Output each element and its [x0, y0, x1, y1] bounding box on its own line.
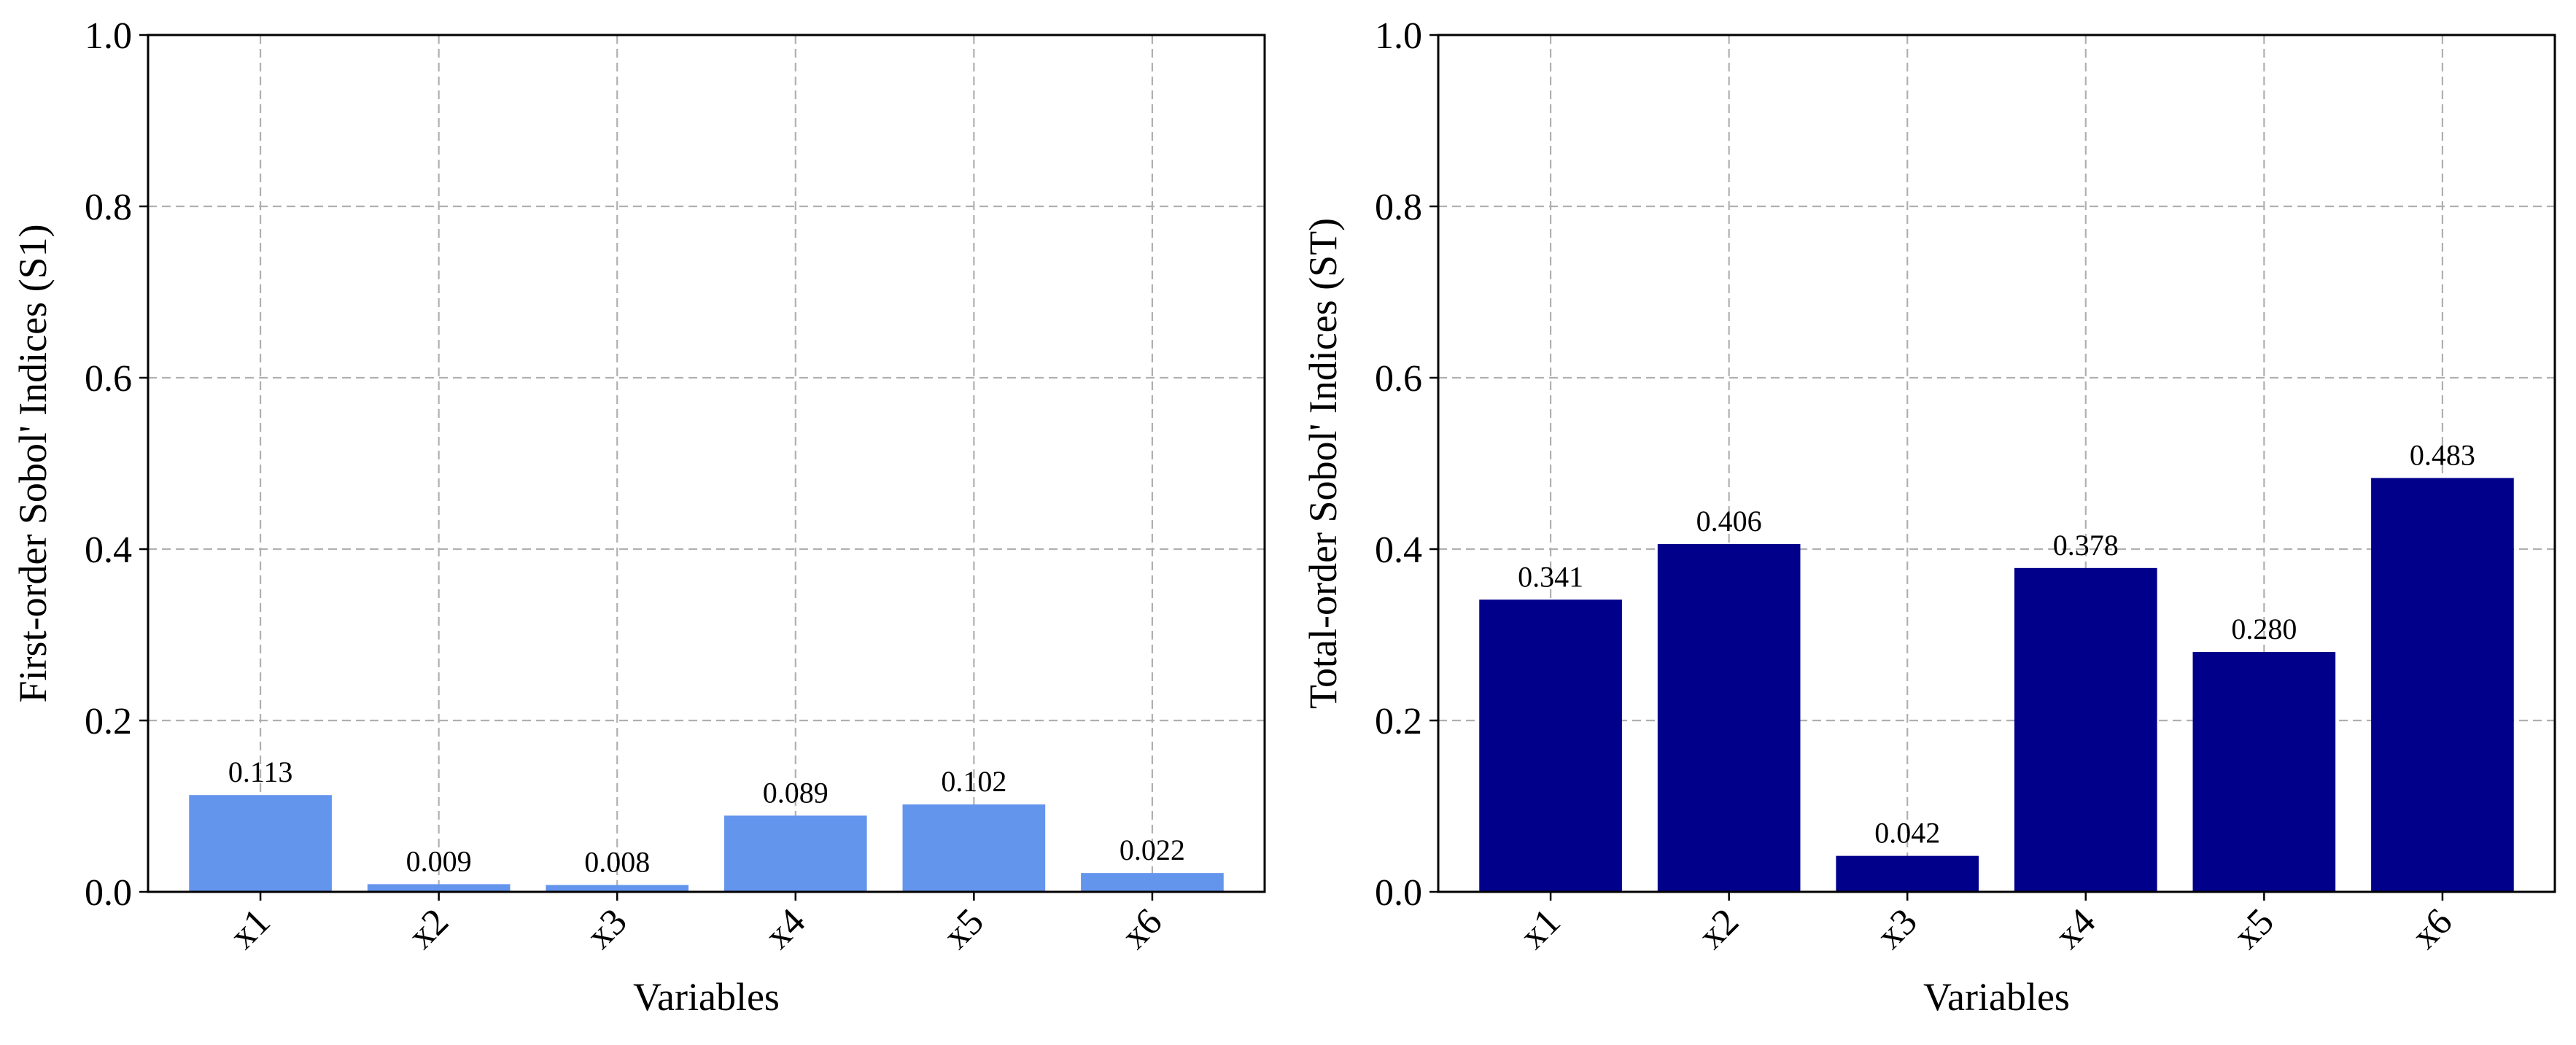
bar-x3: [546, 885, 689, 892]
y-tick-label: 0.0: [85, 872, 132, 914]
data-label: 0.378: [2053, 529, 2119, 562]
data-label: 0.406: [1696, 505, 1762, 537]
bar-x5: [2192, 652, 2336, 892]
data-label: 0.042: [1874, 817, 1940, 850]
bar-x4: [2014, 567, 2157, 892]
bar-x5: [902, 804, 1046, 892]
y-tick-label: 0.6: [1375, 358, 1422, 400]
bar-x4: [723, 815, 867, 892]
x-tick-label: x2: [400, 901, 457, 957]
x-tick-label: x6: [1114, 901, 1170, 957]
x-tick-label: x1: [222, 901, 278, 957]
x-tick-label: x4: [2047, 901, 2103, 957]
bar-x2: [367, 884, 511, 892]
y-tick-label: 0.6: [85, 358, 132, 400]
y-tick-label: 0.4: [1375, 529, 1422, 571]
x-tick-label: x5: [2226, 901, 2282, 957]
data-label: 0.280: [2231, 613, 2297, 645]
bar-x6: [1081, 873, 1224, 892]
x-tick-label: x1: [1512, 901, 1568, 957]
data-label: 0.022: [1120, 834, 1185, 866]
axes-frame: [1437, 34, 2556, 893]
x-tick-label: x4: [757, 901, 813, 957]
first-order-sobol-chart: 0.0 0.2 0.4 0.6 0.8 1.0 0.113 0.009 0.008 0.089 0.…: [11, 15, 1266, 1019]
x-axis-label: Variables: [633, 975, 780, 1019]
y-tick-label: 0.2: [1375, 701, 1422, 742]
y-tick-label: 1.0: [85, 15, 132, 57]
bar-x2: [1657, 543, 1801, 892]
data-label: 0.341: [1518, 560, 1583, 593]
bar-x1: [189, 795, 332, 892]
x-tick-label: x2: [1691, 901, 1747, 957]
x-tick-label: x3: [579, 901, 635, 957]
y-tick-label: 0.8: [85, 187, 132, 228]
data-label: 0.009: [406, 844, 472, 877]
bar-x6: [2371, 478, 2514, 892]
data-label: 0.483: [2410, 438, 2475, 471]
x-tick-label: x5: [936, 901, 992, 957]
bar-x1: [1479, 599, 1622, 892]
total-order-sobol-chart: 0.0 0.2 0.4 0.6 0.8 1.0 0.341 0.406 0.042 0.378 0.…: [1301, 15, 2556, 1019]
x-tick-label: x3: [1869, 901, 1925, 957]
y-axis-label: First-order Sobol' Indices (S1): [11, 224, 55, 702]
data-label: 0.102: [941, 765, 1006, 798]
y-tick-label: 0.0: [1375, 872, 1422, 914]
data-label: 0.089: [763, 776, 829, 809]
x-axis-label: Variables: [1923, 975, 2070, 1019]
x-tick-label: x6: [2404, 901, 2460, 957]
y-tick-label: 0.2: [85, 701, 132, 742]
data-label: 0.113: [228, 755, 293, 788]
y-tick-label: 0.8: [1375, 187, 1422, 228]
y-axis-label: Total-order Sobol' Indices (ST): [1301, 218, 1345, 709]
data-label: 0.008: [584, 846, 650, 879]
y-tick-label: 0.4: [85, 529, 132, 571]
bar-x3: [1836, 855, 1979, 892]
y-tick-label: 1.0: [1375, 15, 1422, 57]
axes-frame: [147, 34, 1266, 893]
